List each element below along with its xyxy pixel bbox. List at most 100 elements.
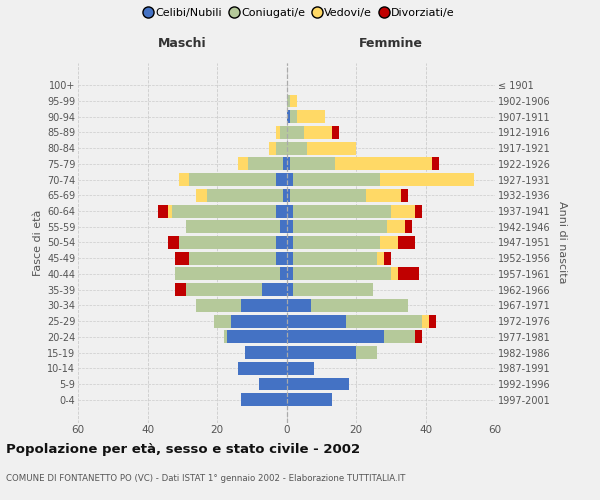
Bar (377, 252, 384, 264)
Bar (287, 362, 314, 374)
Y-axis label: Anni di nascita: Anni di nascita (557, 201, 568, 284)
Bar (356, 346, 377, 359)
Bar (276, 236, 287, 249)
Bar (248, 158, 283, 170)
Legend: Celibi/Nubili, Coniugati/e, Vedovi/e, Divorziati/e: Celibi/Nubili, Coniugati/e, Vedovi/e, Di… (141, 3, 459, 22)
Bar (169, 236, 179, 249)
Bar (241, 393, 287, 406)
Bar (276, 142, 287, 154)
Bar (280, 220, 287, 233)
Bar (214, 314, 231, 328)
Bar (384, 252, 391, 264)
Bar (287, 204, 293, 218)
Bar (384, 330, 415, 344)
Bar (175, 268, 280, 280)
Bar (287, 110, 290, 123)
Bar (287, 94, 290, 108)
Bar (179, 173, 189, 186)
Bar (387, 220, 404, 233)
Bar (287, 314, 346, 328)
Bar (179, 236, 276, 249)
Bar (280, 268, 287, 280)
Bar (404, 220, 412, 233)
Bar (287, 189, 290, 202)
Bar (290, 158, 335, 170)
Bar (276, 204, 287, 218)
Bar (297, 110, 325, 123)
Bar (293, 236, 380, 249)
Bar (422, 314, 429, 328)
Bar (238, 158, 248, 170)
Bar (287, 378, 349, 390)
Bar (287, 220, 293, 233)
Bar (280, 126, 287, 139)
Bar (238, 362, 287, 374)
Bar (398, 236, 415, 249)
Bar (175, 252, 189, 264)
Bar (175, 283, 186, 296)
Bar (293, 268, 391, 280)
Bar (335, 158, 433, 170)
Bar (158, 204, 169, 218)
Bar (304, 126, 332, 139)
Bar (429, 314, 436, 328)
Bar (287, 393, 332, 406)
Bar (287, 330, 384, 344)
Text: Femmine: Femmine (359, 37, 423, 50)
Bar (231, 314, 287, 328)
Bar (287, 283, 293, 296)
Bar (311, 299, 408, 312)
Bar (189, 173, 276, 186)
Bar (287, 252, 293, 264)
Bar (287, 268, 293, 280)
Bar (189, 252, 276, 264)
Bar (259, 378, 287, 390)
Bar (186, 283, 262, 296)
Text: Maschi: Maschi (158, 37, 206, 50)
Bar (287, 158, 290, 170)
Bar (276, 126, 280, 139)
Bar (196, 299, 241, 312)
Bar (276, 252, 287, 264)
Bar (196, 189, 206, 202)
Bar (415, 204, 422, 218)
Bar (169, 204, 172, 218)
Bar (346, 314, 422, 328)
Bar (332, 126, 338, 139)
Bar (262, 283, 287, 296)
Bar (367, 189, 401, 202)
Bar (241, 299, 287, 312)
Bar (287, 346, 356, 359)
Bar (287, 173, 293, 186)
Bar (380, 173, 474, 186)
Bar (283, 158, 287, 170)
Text: COMUNE DI FONTANETTO PO (VC) - Dati ISTAT 1° gennaio 2002 - Elaborazione TUTTITA: COMUNE DI FONTANETTO PO (VC) - Dati ISTA… (6, 474, 406, 483)
Bar (433, 158, 439, 170)
Bar (293, 204, 391, 218)
Bar (287, 299, 311, 312)
Bar (293, 173, 380, 186)
Y-axis label: Fasce di età: Fasce di età (32, 210, 43, 276)
Bar (415, 330, 422, 344)
Bar (186, 220, 280, 233)
Bar (287, 142, 307, 154)
Bar (293, 283, 373, 296)
Bar (206, 189, 283, 202)
Bar (391, 268, 398, 280)
Bar (290, 110, 297, 123)
Bar (293, 220, 387, 233)
Text: Popolazione per età, sesso e stato civile - 2002: Popolazione per età, sesso e stato civil… (6, 442, 360, 456)
Bar (290, 94, 297, 108)
Bar (391, 204, 415, 218)
Bar (398, 268, 419, 280)
Bar (245, 346, 287, 359)
Bar (307, 142, 356, 154)
Bar (293, 252, 377, 264)
Bar (172, 204, 276, 218)
Bar (401, 189, 408, 202)
Bar (283, 189, 287, 202)
Bar (269, 142, 276, 154)
Bar (227, 330, 287, 344)
Bar (287, 236, 293, 249)
Bar (290, 189, 367, 202)
